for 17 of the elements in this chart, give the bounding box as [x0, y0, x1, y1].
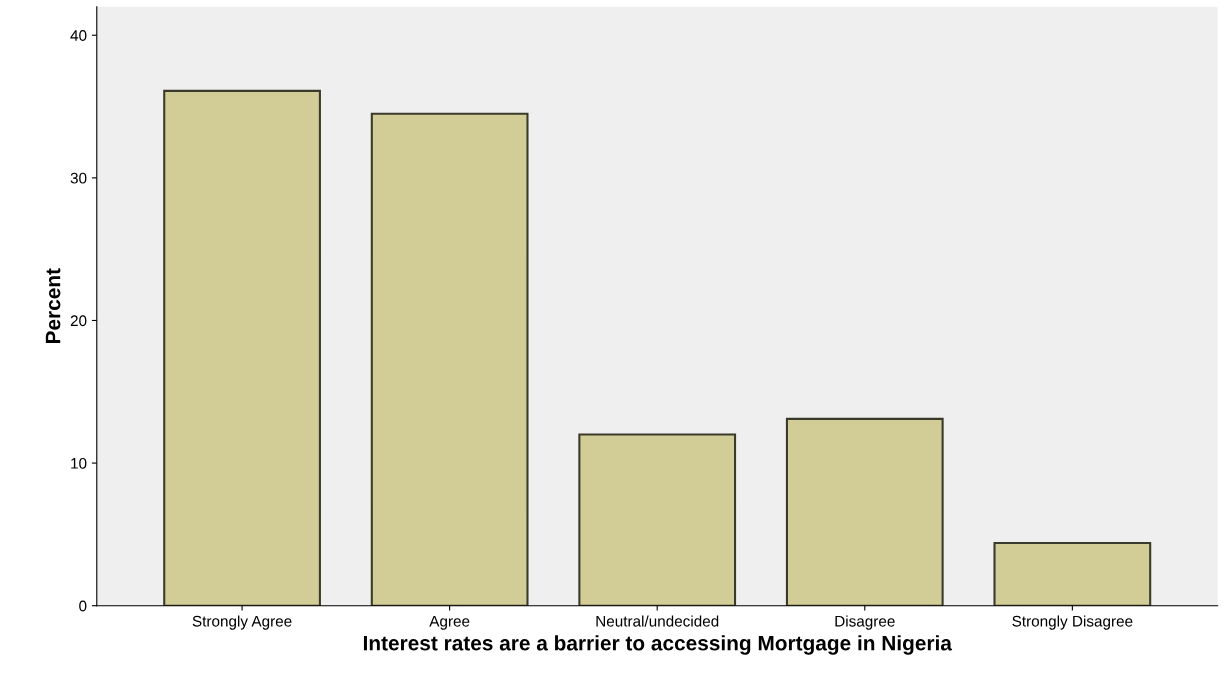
bar: [578, 433, 737, 606]
x-tick-label: Agree: [429, 615, 470, 630]
bar: [785, 417, 944, 606]
x-tick-label: Strongly Disagree: [1012, 615, 1133, 630]
x-tick-label: Neutral/undecided: [596, 615, 719, 627]
y-tick-label: 0: [79, 600, 87, 612]
y-tick-label: 40: [70, 30, 87, 41]
x-tick-label: Strongly Agree: [192, 615, 292, 630]
y-axis-title: Percent: [45, 268, 61, 344]
x-axis-title: Interest rates are a barrier to accessing Mortgage in Nigeria: [363, 635, 953, 655]
bar: [993, 541, 1152, 606]
bar: [163, 89, 321, 606]
bar: [370, 112, 529, 606]
x-tick-label: Disagree: [835, 615, 895, 630]
y-tick-label: 10: [71, 457, 87, 469]
y-tick-label: 30: [70, 172, 87, 184]
y-tick-label: 20: [70, 315, 87, 327]
